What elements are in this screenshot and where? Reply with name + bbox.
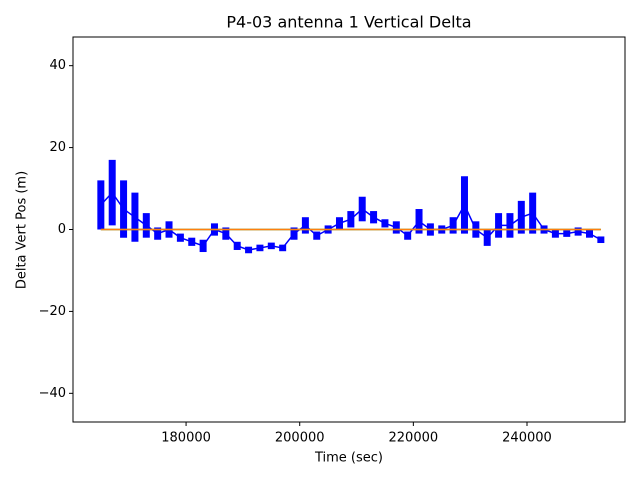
data-line (100, 191, 602, 251)
x-tick-label: 240000 (502, 431, 552, 446)
x-tick-label: 220000 (389, 431, 439, 446)
y-tick-label: −20 (39, 304, 66, 319)
y-axis-label: Delta Vert Pos (m) (15, 171, 30, 289)
x-tick-label: 200000 (275, 431, 325, 446)
y-tick-label: 40 (49, 58, 66, 73)
chart-title: P4-03 antenna 1 Vertical Delta (226, 13, 471, 32)
y-tick-label: 0 (58, 222, 66, 237)
x-axis-label: Time (sec) (314, 451, 383, 466)
y-tick-label: −40 (39, 386, 66, 401)
plot-frame (72, 36, 626, 423)
x-tick-label: 180000 (161, 431, 211, 446)
y-tick-label: 20 (49, 140, 66, 155)
